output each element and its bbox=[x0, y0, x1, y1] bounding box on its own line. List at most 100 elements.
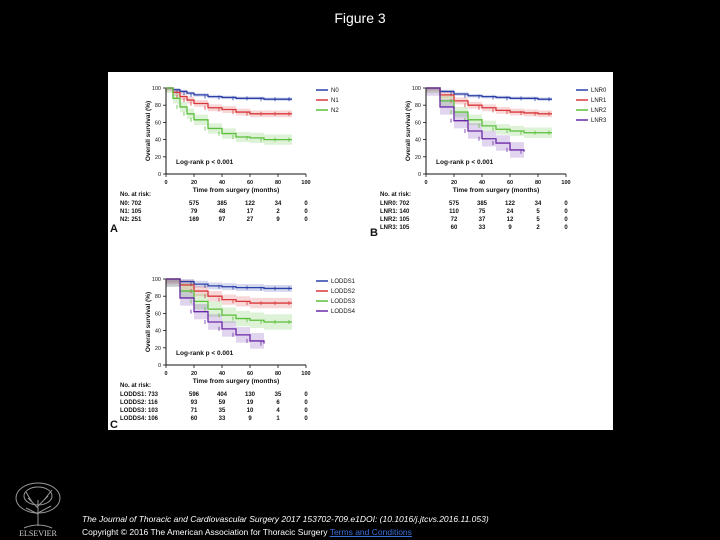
risk-table-cell: 122 bbox=[245, 201, 256, 207]
panel-letter-a: A bbox=[110, 223, 118, 235]
y-tick-label: 0 bbox=[418, 172, 421, 178]
panel-letter-c: C bbox=[110, 419, 118, 430]
legend-label-n1: N1 bbox=[331, 98, 339, 104]
legend-label-lnr0: LNR0 bbox=[591, 88, 607, 94]
risk-table-cell: 33 bbox=[479, 225, 486, 231]
logo-text: ELSEVIER bbox=[19, 529, 57, 538]
risk-table-cell: 0 bbox=[304, 209, 308, 215]
risk-table-cell: 0 bbox=[564, 209, 568, 215]
terms-link[interactable]: Terms and Conditions bbox=[329, 527, 412, 537]
risk-table-cell: 0 bbox=[564, 217, 568, 223]
risk-table-cell: 60 bbox=[451, 225, 458, 231]
risk-table-row-label: LODDS2: 116 bbox=[120, 400, 158, 406]
risk-table-cell: 19 bbox=[247, 400, 254, 406]
y-tick-label: 60 bbox=[415, 120, 421, 126]
risk-table-row-label: LNR0: 702 bbox=[380, 201, 410, 207]
risk-table-cell: 0 bbox=[304, 392, 308, 398]
legend-label-n0: N0 bbox=[331, 88, 339, 94]
y-tick-label: 100 bbox=[152, 86, 161, 92]
risk-table-cell: 0 bbox=[304, 201, 308, 207]
y-tick-label: 100 bbox=[412, 86, 421, 92]
figure-panel: 0 20 40 60 80 100 0 20 40 60 80 100 Time from surger… bbox=[108, 72, 613, 430]
ci-band-lnr3 bbox=[426, 88, 524, 158]
risk-table-row-label: N1: 105 bbox=[120, 209, 142, 215]
x-axis-label: Time from surgery (months) bbox=[193, 187, 280, 194]
risk-table-cell: 385 bbox=[477, 201, 488, 207]
legend-label-n2: N2 bbox=[331, 108, 339, 114]
risk-table-cell: 0 bbox=[564, 201, 568, 207]
x-tick-label: 20 bbox=[191, 180, 197, 186]
x-tick-label: 100 bbox=[561, 180, 570, 186]
x-tick-label: 100 bbox=[301, 180, 310, 186]
risk-table-cell: 385 bbox=[217, 201, 228, 207]
y-axis-label: Overall survival (%) bbox=[145, 292, 152, 352]
risk-table-cell: 33 bbox=[219, 416, 226, 422]
risk-table-cell: 0 bbox=[304, 416, 308, 422]
x-tick-label: 40 bbox=[479, 180, 485, 186]
y-tick-label: 80 bbox=[155, 103, 161, 109]
survival-curve-lodds4 bbox=[166, 278, 265, 344]
ci-band-lodds4 bbox=[166, 279, 264, 349]
y-tick-label: 20 bbox=[155, 155, 161, 161]
risk-table-row-label: N2: 251 bbox=[120, 217, 142, 223]
risk-table-cell: 59 bbox=[219, 400, 226, 406]
risk-table-cell: 110 bbox=[449, 209, 459, 215]
risk-table-cell: 17 bbox=[247, 209, 254, 215]
risk-table-row-label: LNR2: 105 bbox=[380, 217, 410, 223]
risk-table-cell: 5 bbox=[536, 217, 540, 223]
panel-letter-b: B bbox=[370, 227, 378, 239]
risk-table-row-label: N0: 702 bbox=[120, 201, 142, 207]
x-axis-label: Time from surgery (months) bbox=[193, 378, 280, 385]
copyright-text: Copyright © 2016 The American Associatio… bbox=[82, 527, 330, 537]
risk-table-cell: 1 bbox=[276, 416, 280, 422]
risk-table-cell: 27 bbox=[247, 217, 254, 223]
risk-table-cell: 404 bbox=[217, 392, 228, 398]
x-tick-label: 20 bbox=[451, 180, 457, 186]
legend-label-lodds2: LODDS2 bbox=[331, 289, 356, 295]
risk-table-cell: 12 bbox=[507, 217, 514, 223]
risk-table-cell: 93 bbox=[191, 400, 198, 406]
risk-table-title: No. at risk: bbox=[120, 383, 151, 389]
y-tick-label: 80 bbox=[415, 103, 421, 109]
risk-table-cell: 60 bbox=[191, 416, 198, 422]
slide-title: Figure 3 bbox=[334, 10, 386, 26]
y-tick-label: 40 bbox=[155, 329, 161, 335]
y-tick-label: 60 bbox=[155, 120, 161, 126]
risk-table-row-label: LNR1: 140 bbox=[380, 209, 410, 215]
risk-table-cell: 79 bbox=[191, 209, 198, 215]
risk-table-cell: 34 bbox=[535, 201, 542, 207]
legend-label-lodds3: LODDS3 bbox=[331, 299, 356, 305]
survival-curve-lodds2 bbox=[166, 278, 292, 304]
y-tick-label: 40 bbox=[415, 138, 421, 144]
survival-curve-n2 bbox=[166, 87, 292, 141]
y-axis-label: Overall survival (%) bbox=[405, 101, 412, 161]
legend-label-lodds4: LODDS4 bbox=[331, 309, 356, 315]
y-axis-label: Overall survival (%) bbox=[145, 101, 152, 161]
risk-table-cell: 6 bbox=[276, 400, 280, 406]
x-tick-label: 80 bbox=[275, 371, 281, 377]
x-tick-label: 60 bbox=[507, 180, 513, 186]
log-rank-annotation: Log-rank p < 0.001 bbox=[436, 159, 494, 166]
x-axis-label: Time from surgery (months) bbox=[453, 187, 540, 194]
y-tick-label: 100 bbox=[152, 277, 161, 283]
risk-table-cell: 71 bbox=[191, 408, 198, 414]
survival-curve-lnr2 bbox=[426, 87, 552, 134]
risk-table-row-label: LODDS4: 106 bbox=[120, 416, 159, 422]
risk-table-cell: 5 bbox=[536, 209, 540, 215]
x-tick-label: 80 bbox=[275, 180, 281, 186]
y-tick-label: 80 bbox=[155, 294, 161, 300]
ci-band-lnr1 bbox=[426, 88, 552, 118]
risk-table-cell: 2 bbox=[276, 209, 280, 215]
log-rank-annotation: Log-rank p < 0.001 bbox=[176, 350, 234, 357]
x-tick-label: 0 bbox=[164, 180, 167, 186]
risk-table-cell: 9 bbox=[276, 217, 280, 223]
legend-label-lnr3: LNR3 bbox=[591, 118, 607, 124]
y-tick-label: 60 bbox=[155, 311, 161, 317]
risk-table-cell: 48 bbox=[219, 209, 226, 215]
risk-table-cell: 97 bbox=[219, 217, 226, 223]
risk-table-cell: 122 bbox=[505, 201, 516, 207]
risk-table-cell: 575 bbox=[449, 201, 460, 207]
